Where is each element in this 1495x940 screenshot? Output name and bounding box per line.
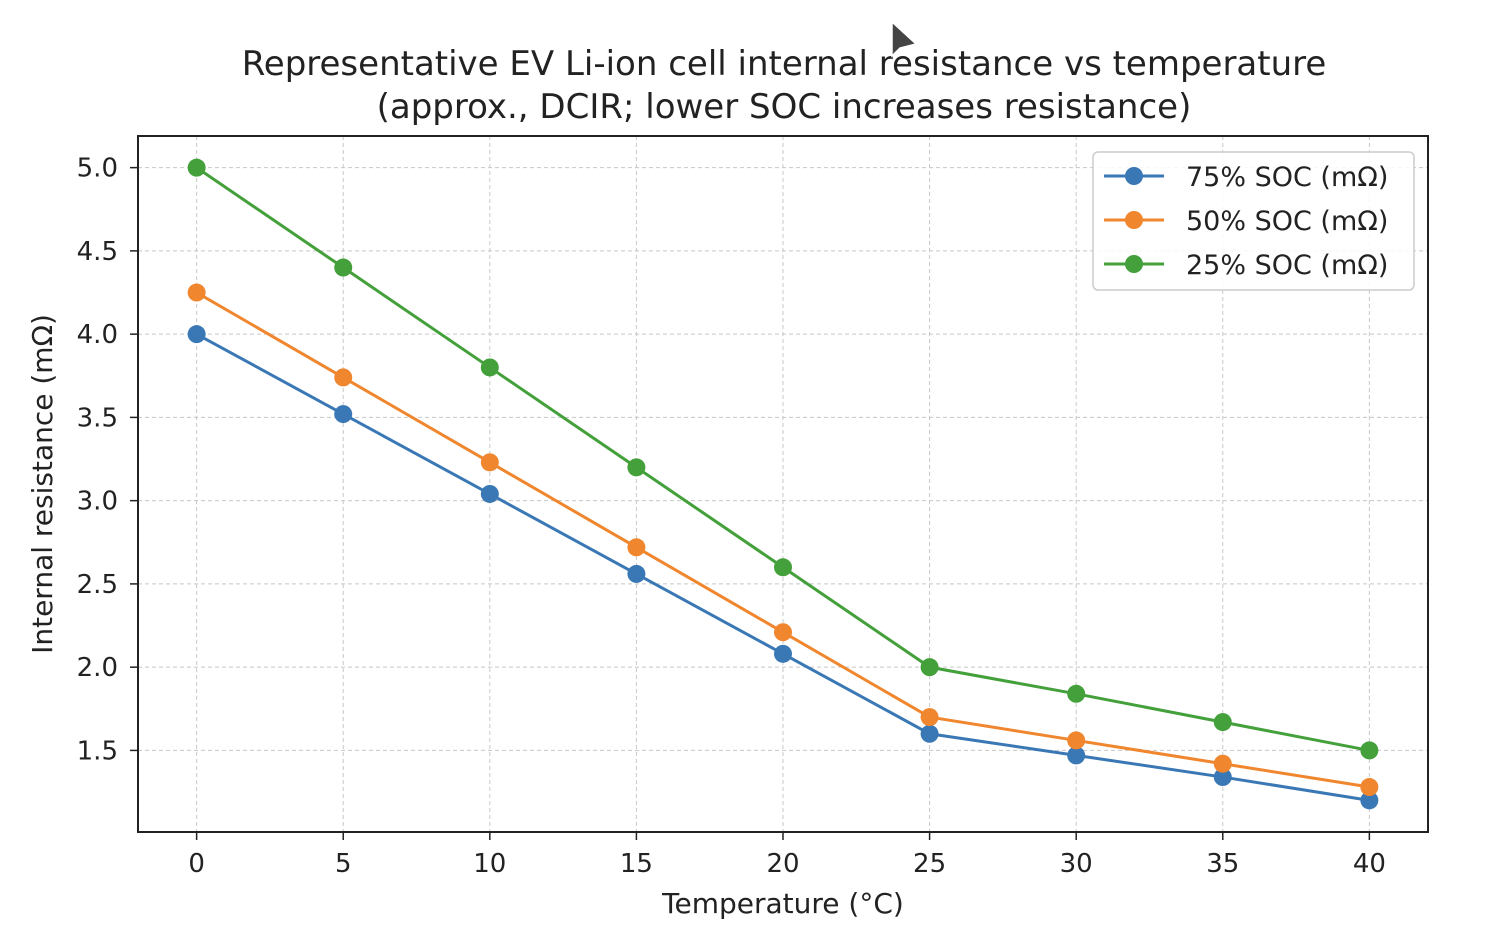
plot-frame	[137, 135, 1429, 833]
data-point	[774, 558, 792, 577]
data-point	[334, 368, 353, 387]
data-point	[480, 358, 499, 377]
data-point	[480, 453, 499, 472]
data-point	[920, 724, 939, 743]
legend-label: 75% SOC (mΩ)	[1186, 162, 1388, 193]
legend-marker	[1125, 167, 1143, 185]
x-tick-label: 40	[1353, 849, 1386, 879]
x-tick-label: 30	[1060, 849, 1093, 879]
legend-marker	[1125, 211, 1143, 229]
x-axis-label: Temperature (°C)	[661, 887, 904, 920]
data-point	[920, 658, 939, 677]
data-point	[334, 405, 353, 424]
data-point	[1067, 731, 1086, 750]
x-tick-label: 10	[473, 849, 506, 879]
x-tick-label: 35	[1206, 849, 1239, 879]
data-point	[774, 623, 792, 642]
legend: 75% SOC (mΩ) 50% SOC (mΩ) 25% SOC (mΩ)	[1092, 151, 1415, 291]
data-point	[1213, 768, 1232, 787]
x-tick-label: 15	[620, 849, 653, 879]
y-axis-label: Internal resistance (mΩ)	[26, 314, 59, 654]
data-point	[1360, 778, 1379, 797]
data-point	[1360, 741, 1379, 760]
data-point	[1067, 746, 1086, 765]
legend-marker	[1125, 255, 1143, 273]
y-tick-label: 3.0	[77, 487, 118, 517]
x-tick-label: 5	[335, 849, 352, 879]
x-tick-label: 20	[766, 849, 799, 879]
x-tick-label: 25	[913, 849, 946, 879]
data-point	[334, 258, 353, 277]
data-point	[1213, 754, 1232, 773]
data-point	[1067, 684, 1086, 703]
mouse-cursor-icon	[891, 20, 918, 58]
series-lines	[187, 158, 1379, 810]
data-point	[187, 325, 206, 344]
ticks: 0 5 10 15 20 25 30 35 40 1.5 2.0 2.5 3.0 3.5 4.0 4.5 5.0	[77, 154, 1386, 879]
legend-label: 25% SOC (mΩ)	[1186, 250, 1388, 281]
y-tick-label: 2.5	[77, 570, 118, 600]
data-point	[627, 564, 646, 583]
y-tick-label: 1.5	[77, 736, 118, 766]
y-tick-label: 4.5	[77, 237, 118, 267]
legend-label: 50% SOC (mΩ)	[1186, 206, 1388, 237]
data-point	[1360, 791, 1379, 810]
data-point	[627, 458, 646, 477]
data-point	[920, 708, 939, 727]
data-point	[627, 538, 646, 557]
chart-title: Representative EV Li-ion cell internal r…	[242, 44, 1327, 84]
y-tick-label: 3.5	[77, 403, 118, 433]
data-point	[1213, 713, 1232, 732]
y-tick-label: 2.0	[77, 653, 118, 683]
chart-subtitle: (approx., DCIR; lower SOC increases resi…	[377, 87, 1192, 127]
data-point	[187, 283, 206, 302]
x-tick-label: 0	[188, 849, 205, 879]
y-tick-label: 5.0	[77, 154, 118, 184]
data-point	[187, 158, 206, 177]
data-point	[480, 484, 499, 503]
y-tick-label: 4.0	[77, 320, 118, 350]
data-point	[774, 644, 792, 663]
legend-box	[1092, 151, 1415, 291]
